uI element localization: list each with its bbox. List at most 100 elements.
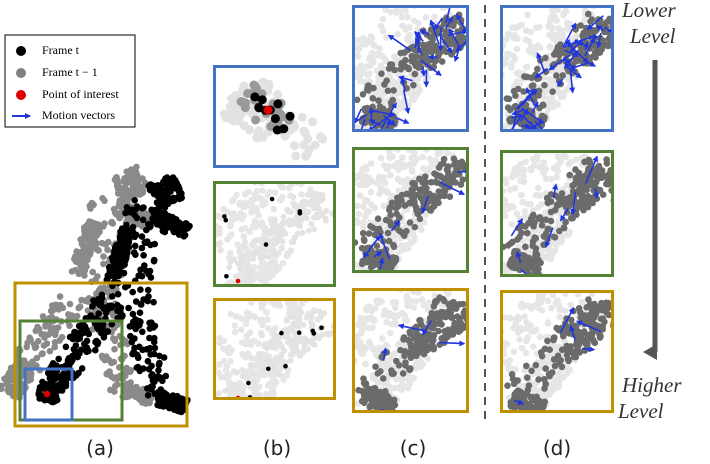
point (23, 344, 30, 351)
point (375, 417, 382, 424)
point (156, 353, 163, 360)
point (339, 342, 346, 349)
point (235, 403, 241, 409)
point (340, 195, 347, 202)
point (393, 255, 400, 262)
point (236, 401, 243, 408)
point (268, 267, 275, 274)
legend-label: Point of interest (42, 87, 119, 101)
point (250, 411, 256, 417)
point (561, 140, 568, 147)
point (248, 341, 255, 348)
point (309, 314, 315, 320)
point (119, 249, 126, 256)
point (224, 403, 230, 409)
point (140, 204, 147, 211)
point (240, 414, 247, 421)
point (509, 221, 516, 228)
point (423, 48, 430, 55)
point (443, 311, 450, 318)
point (203, 233, 210, 240)
point (290, 194, 296, 200)
point (74, 313, 81, 320)
point (249, 417, 256, 424)
point (247, 288, 253, 294)
point (250, 92, 259, 101)
point (372, 135, 379, 142)
point (73, 342, 80, 349)
point (242, 402, 248, 408)
point (234, 241, 241, 248)
point (249, 289, 255, 295)
point (414, 276, 421, 283)
point-of-interest (264, 106, 273, 115)
point (399, 154, 406, 161)
point (369, 324, 376, 331)
point (542, 55, 549, 62)
point (38, 394, 45, 401)
point (303, 202, 309, 208)
point (270, 330, 277, 337)
point (175, 228, 182, 235)
point (422, 173, 429, 180)
point (245, 290, 252, 297)
point (229, 407, 235, 413)
point (255, 249, 261, 255)
point (101, 334, 108, 341)
point (534, 66, 541, 73)
point (216, 390, 222, 396)
point (125, 188, 132, 195)
point (128, 367, 135, 374)
point (290, 239, 296, 245)
level-label: Level (617, 399, 664, 423)
point (432, 298, 439, 305)
point (138, 301, 145, 308)
point (372, 363, 379, 370)
point (614, 35, 621, 42)
point (117, 310, 124, 317)
point (222, 414, 229, 421)
point (345, 329, 352, 336)
point (89, 303, 96, 310)
point (106, 264, 113, 271)
point (170, 174, 177, 181)
point (514, 46, 521, 53)
point (75, 370, 82, 377)
point (405, 65, 412, 72)
point (549, 25, 556, 32)
point (256, 341, 263, 348)
point (230, 292, 236, 298)
panel-label: (a) (86, 436, 114, 460)
point (73, 329, 80, 336)
point (381, 276, 388, 283)
point (422, 347, 429, 354)
point (512, 92, 519, 99)
point (147, 345, 154, 352)
point (295, 322, 301, 328)
point (375, 370, 382, 377)
point (218, 289, 225, 296)
point (383, 342, 390, 349)
point (199, 220, 206, 227)
point (370, 95, 377, 102)
point (109, 293, 116, 300)
point (270, 174, 275, 179)
point (391, 67, 398, 74)
point (359, 174, 366, 181)
point (523, 137, 530, 144)
point (225, 349, 232, 356)
point (206, 228, 213, 235)
point (227, 403, 233, 409)
point (276, 265, 283, 272)
point (284, 317, 290, 323)
point (111, 346, 118, 353)
point (381, 307, 388, 314)
point (372, 305, 379, 312)
point (249, 411, 255, 417)
point (453, 305, 460, 312)
point (115, 273, 122, 280)
point (410, 304, 417, 311)
point (338, 332, 345, 339)
point (41, 342, 48, 349)
point (235, 408, 242, 415)
